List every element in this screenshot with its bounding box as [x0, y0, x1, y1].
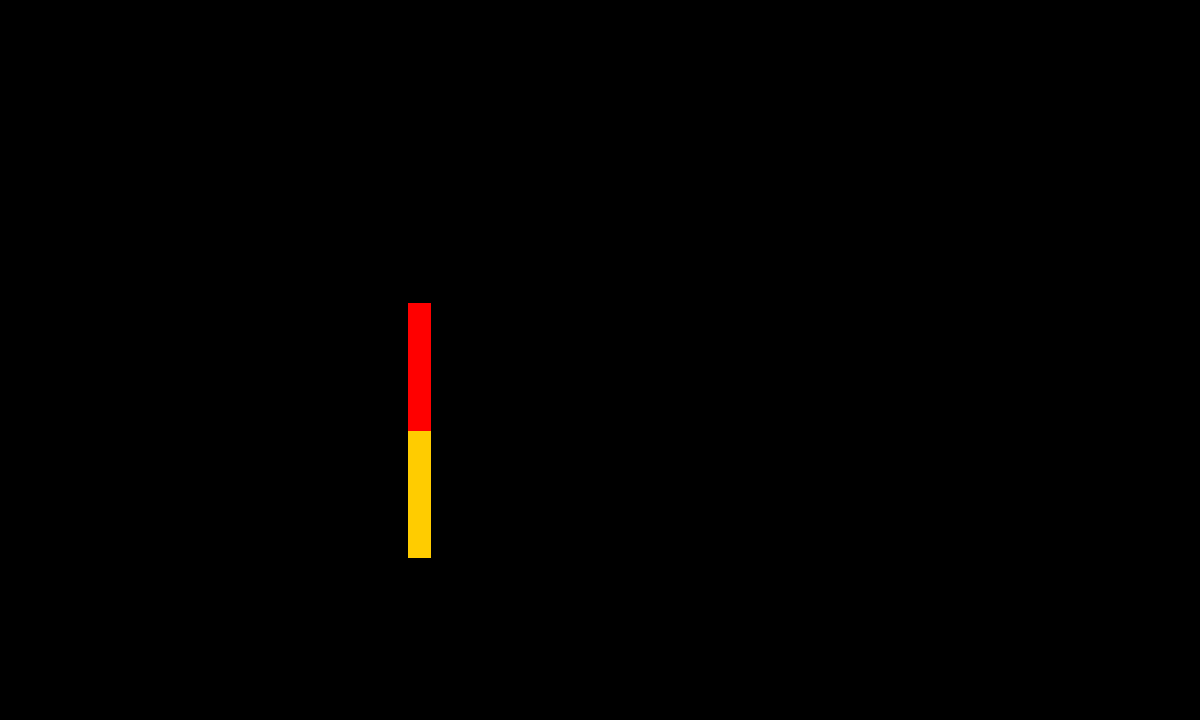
flag-gold-segment: [408, 431, 431, 558]
flag-red-segment: [408, 303, 431, 431]
german-flag-bar: [408, 303, 431, 558]
